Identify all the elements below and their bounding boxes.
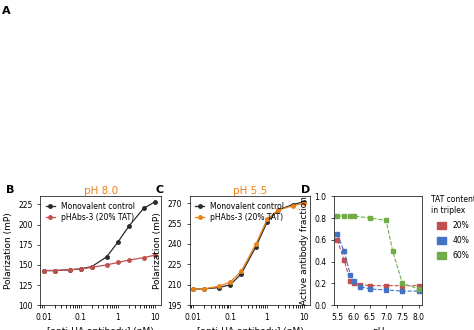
pHAbs-3 (20% TAT) — [141, 256, 146, 260]
40% — [416, 289, 421, 293]
Monovalent control — [152, 200, 157, 204]
Monovalent control — [104, 255, 109, 259]
pHAbs-3 (20% TAT) — [52, 269, 58, 273]
60% — [351, 214, 356, 218]
pHAbs-3 (20% TAT) — [115, 260, 120, 264]
Text: D: D — [301, 185, 310, 195]
Monovalent control — [264, 220, 270, 224]
60% — [400, 281, 405, 285]
pHAbs-3 (20% TAT) — [89, 265, 95, 269]
Title: pH 5.5: pH 5.5 — [233, 185, 267, 196]
Monovalent control — [201, 287, 207, 291]
pHAbs-3 (20% TAT) — [191, 287, 196, 291]
Monovalent control — [115, 240, 120, 244]
Line: pHAbs-3 (20% TAT): pHAbs-3 (20% TAT) — [191, 201, 306, 291]
Monovalent control — [216, 285, 222, 289]
Monovalent control — [227, 283, 233, 287]
Y-axis label: Polarization (mP): Polarization (mP) — [4, 213, 13, 289]
Monovalent control — [141, 207, 146, 211]
Monovalent control — [253, 245, 259, 249]
60% — [390, 249, 395, 253]
60% — [416, 287, 421, 291]
Monovalent control — [89, 265, 95, 269]
40% — [347, 273, 353, 277]
40% — [357, 285, 363, 289]
60% — [341, 214, 347, 218]
20% — [335, 238, 340, 242]
40% — [367, 287, 373, 291]
40% — [335, 232, 340, 236]
pHAbs-3 (20% TAT) — [264, 217, 270, 221]
20% — [383, 284, 389, 288]
Y-axis label: Active antibody fraction: Active antibody fraction — [300, 196, 309, 305]
Monovalent control — [301, 200, 307, 204]
pHAbs-3 (20% TAT) — [201, 287, 207, 291]
Monovalent control — [290, 203, 296, 207]
Line: 60%: 60% — [335, 214, 421, 291]
Text: B: B — [7, 185, 15, 195]
pHAbs-3 (20% TAT) — [78, 267, 83, 271]
X-axis label: pH: pH — [372, 327, 384, 330]
Monovalent control — [67, 268, 73, 272]
20% — [416, 284, 421, 288]
Line: Monovalent control: Monovalent control — [42, 200, 156, 272]
Monovalent control — [126, 224, 132, 228]
pHAbs-3 (20% TAT) — [290, 204, 296, 208]
pHAbs-3 (20% TAT) — [301, 201, 307, 205]
20% — [341, 257, 347, 261]
pHAbs-3 (20% TAT) — [253, 242, 259, 246]
20% — [357, 282, 363, 286]
pHAbs-3 (20% TAT) — [216, 284, 222, 288]
pHAbs-3 (20% TAT) — [41, 269, 47, 273]
60% — [335, 214, 340, 218]
40% — [383, 288, 389, 292]
pHAbs-3 (20% TAT) — [238, 269, 244, 273]
Monovalent control — [238, 272, 244, 276]
Text: A: A — [2, 6, 11, 16]
pHAbs-3 (20% TAT) — [126, 258, 132, 262]
pHAbs-3 (20% TAT) — [227, 280, 233, 284]
Line: 20%: 20% — [335, 238, 421, 288]
20% — [400, 284, 405, 288]
Monovalent control — [52, 269, 58, 273]
Legend: Monovalent control, pHAbs-3 (20% TAT): Monovalent control, pHAbs-3 (20% TAT) — [193, 200, 286, 223]
pHAbs-3 (20% TAT) — [152, 253, 157, 257]
Monovalent control — [41, 269, 47, 273]
X-axis label: [anti-HA antibody] (nM): [anti-HA antibody] (nM) — [47, 327, 154, 330]
60% — [347, 214, 353, 218]
60% — [367, 216, 373, 220]
Text: C: C — [156, 185, 164, 195]
20% — [351, 281, 356, 285]
X-axis label: [anti-HA antibody] (nM): [anti-HA antibody] (nM) — [197, 327, 303, 330]
60% — [383, 218, 389, 222]
Line: Monovalent control: Monovalent control — [191, 200, 306, 291]
pHAbs-3 (20% TAT) — [67, 268, 73, 272]
20% — [367, 284, 373, 288]
Monovalent control — [191, 287, 196, 291]
Legend: 20%, 40%, 60%: 20%, 40%, 60% — [430, 195, 474, 261]
pHAbs-3 (20% TAT) — [275, 208, 281, 212]
Line: 40%: 40% — [335, 232, 421, 293]
20% — [347, 279, 353, 283]
40% — [341, 249, 347, 253]
Line: pHAbs-3 (20% TAT): pHAbs-3 (20% TAT) — [42, 253, 156, 272]
40% — [400, 289, 405, 293]
Legend: Monovalent control, pHAbs-3 (20% TAT): Monovalent control, pHAbs-3 (20% TAT) — [44, 200, 137, 223]
Monovalent control — [78, 267, 83, 271]
Monovalent control — [275, 208, 281, 212]
Y-axis label: Polarization (mP): Polarization (mP) — [153, 213, 162, 289]
pHAbs-3 (20% TAT) — [104, 263, 109, 267]
Title: pH 8.0: pH 8.0 — [84, 185, 118, 196]
40% — [351, 279, 356, 283]
